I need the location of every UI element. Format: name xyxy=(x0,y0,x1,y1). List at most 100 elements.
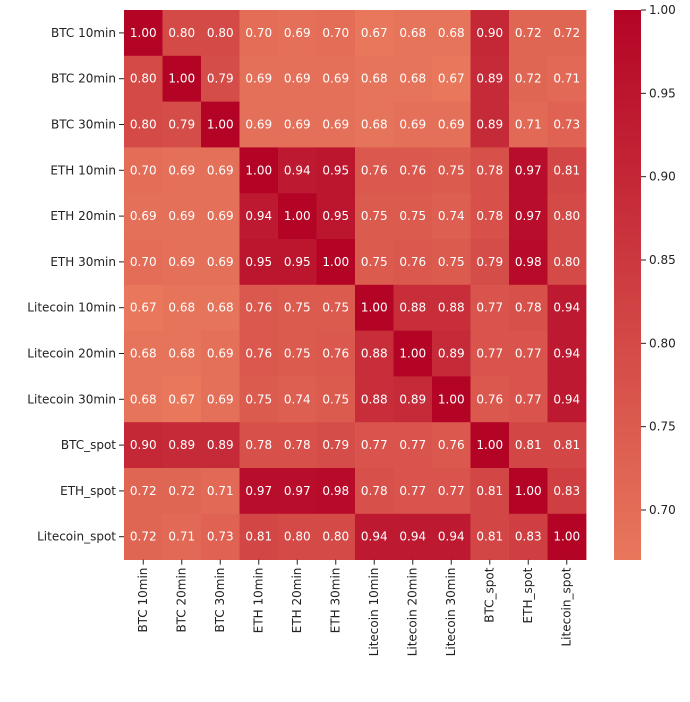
heatmap-cell xyxy=(239,376,279,423)
heatmap-cell-label: 0.75 xyxy=(284,347,311,361)
row-label: BTC 30min xyxy=(51,118,116,132)
heatmap-cell-label: 0.68 xyxy=(130,347,157,361)
heatmap-cell-label: 0.94 xyxy=(361,530,388,544)
heatmap-cell xyxy=(124,468,163,515)
heatmap-cell-label: 0.75 xyxy=(322,392,349,406)
heatmap-cell-label: 0.77 xyxy=(476,301,503,315)
row-label: Litecoin 30min xyxy=(27,392,116,406)
heatmap-cell-label: 0.78 xyxy=(284,438,311,452)
heatmap-cell xyxy=(162,284,202,331)
heatmap-cell-label: 0.78 xyxy=(476,163,503,177)
column-label: Litecoin 20min xyxy=(406,568,420,657)
heatmap-cell xyxy=(124,10,163,57)
heatmap-cell-label: 0.81 xyxy=(245,530,272,544)
row-label: Litecoin 10min xyxy=(27,301,116,315)
heatmap-cell-label: 0.76 xyxy=(399,163,426,177)
heatmap-cell-label: 0.89 xyxy=(207,438,234,452)
heatmap-cell-label: 0.75 xyxy=(438,163,465,177)
heatmap-cell xyxy=(470,330,510,377)
heatmap-cell-label: 0.89 xyxy=(399,392,426,406)
heatmap-cell-label: 0.80 xyxy=(168,26,195,40)
heatmap-cell xyxy=(124,101,163,148)
heatmap-cell-label: 0.89 xyxy=(476,72,503,86)
heatmap-cell-label: 0.73 xyxy=(553,118,580,132)
heatmap-cell xyxy=(470,468,510,515)
heatmap-cell xyxy=(432,239,471,286)
heatmap-cell xyxy=(316,55,356,102)
heatmap-cell-label: 0.95 xyxy=(322,209,349,223)
heatmap-cell-label: 0.69 xyxy=(207,163,234,177)
heatmap-cell-label: 1.00 xyxy=(284,209,311,223)
heatmap-cell xyxy=(509,284,548,331)
heatmap-cell xyxy=(547,55,587,102)
heatmap-cell-label: 0.72 xyxy=(168,484,195,498)
heatmap-cell-label: 0.98 xyxy=(322,484,349,498)
heatmap-cell-label: 0.75 xyxy=(438,255,465,269)
heatmap-cell xyxy=(162,10,202,57)
heatmap-cell-label: 0.83 xyxy=(515,530,542,544)
heatmap-cell-label: 0.67 xyxy=(438,72,465,86)
heatmap-cell-label: 0.71 xyxy=(515,118,542,132)
heatmap-cell-label: 0.67 xyxy=(130,301,157,315)
heatmap-cell xyxy=(201,468,240,515)
heatmap-cell xyxy=(393,376,433,423)
heatmap-cell-label: 0.76 xyxy=(245,347,272,361)
heatmap-cell-label: 1.00 xyxy=(245,163,272,177)
heatmap-cell xyxy=(162,55,202,102)
column-labels: BTC 10min BTC 20min BTC 30min ETH 10min ETH … xyxy=(136,559,574,657)
heatmap-cell xyxy=(509,147,548,194)
heatmap-cell-label: 0.69 xyxy=(438,118,465,132)
heatmap-cell xyxy=(278,376,317,423)
heatmap-cell xyxy=(278,193,317,240)
heatmap-cell-label: 0.75 xyxy=(322,301,349,315)
heatmap-cell xyxy=(316,10,356,57)
heatmap-cell-label: 1.00 xyxy=(553,530,580,544)
heatmap-cell-label: 0.67 xyxy=(168,392,195,406)
heatmap-cell xyxy=(201,193,240,240)
heatmap-cell-label: 0.68 xyxy=(399,26,426,40)
heatmap-cell xyxy=(239,284,279,331)
heatmap-cell xyxy=(162,101,202,148)
heatmap-cell-label: 0.98 xyxy=(515,255,542,269)
heatmap-cell-label: 0.90 xyxy=(130,438,157,452)
heatmap-cell-label: 0.69 xyxy=(207,209,234,223)
column-label: Litecoin 30min xyxy=(444,568,458,657)
heatmap-cell xyxy=(355,513,394,560)
heatmap-cell-label: 0.76 xyxy=(399,255,426,269)
column-label: BTC 30min xyxy=(213,568,227,633)
heatmap-cell-label: 0.78 xyxy=(476,209,503,223)
heatmap-cell xyxy=(509,10,548,57)
heatmap-cell xyxy=(547,239,587,286)
heatmap-cell-label: 0.69 xyxy=(245,72,272,86)
heatmap-cell xyxy=(470,193,510,240)
heatmap-cell xyxy=(162,422,202,469)
heatmap-cell-label: 0.70 xyxy=(245,26,272,40)
heatmap-cell xyxy=(124,193,163,240)
heatmap-cell xyxy=(509,239,548,286)
heatmap-cell xyxy=(316,422,356,469)
heatmap-cell xyxy=(393,55,433,102)
heatmap-cell xyxy=(393,147,433,194)
heatmap-cell-label: 0.78 xyxy=(361,484,388,498)
column-label: BTC_spot xyxy=(483,567,497,622)
heatmap-cell xyxy=(316,284,356,331)
colorbar-tick-label: 0.90 xyxy=(649,170,676,184)
heatmap-cell-label: 0.71 xyxy=(168,530,195,544)
heatmap-cell xyxy=(547,284,587,331)
heatmap-cell-label: 0.72 xyxy=(130,530,157,544)
heatmap-cell xyxy=(162,193,202,240)
heatmap-cell-label: 0.94 xyxy=(399,530,426,544)
heatmap-cell-label: 0.88 xyxy=(438,301,465,315)
heatmap-cell xyxy=(509,55,548,102)
heatmap-cell xyxy=(201,147,240,194)
heatmap-cell-label: 1.00 xyxy=(361,301,388,315)
heatmap-cell-label: 0.68 xyxy=(361,72,388,86)
heatmap-cell-label: 0.83 xyxy=(553,484,580,498)
heatmap-cell-label: 0.79 xyxy=(168,118,195,132)
heatmap-cell xyxy=(509,193,548,240)
heatmap-cell-label: 0.77 xyxy=(438,484,465,498)
heatmap-cell xyxy=(470,513,510,560)
heatmap-cell-label: 0.95 xyxy=(322,163,349,177)
heatmap-cell-label: 0.81 xyxy=(515,438,542,452)
heatmap-cell xyxy=(162,513,202,560)
